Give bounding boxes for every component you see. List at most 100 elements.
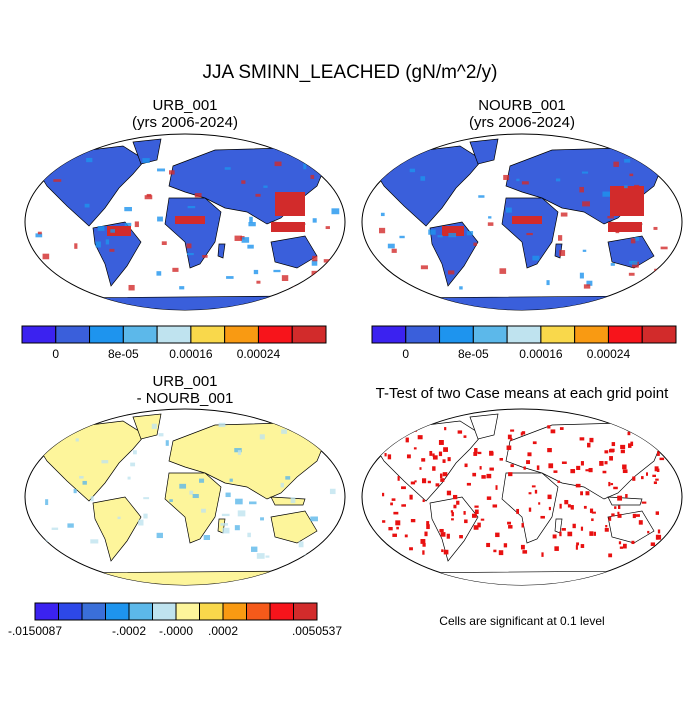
cell <box>169 170 175 175</box>
colorbar-box <box>34 602 59 621</box>
colorbar-box <box>269 602 294 621</box>
significant-cell <box>477 522 481 528</box>
significant-cell <box>605 525 608 528</box>
cell <box>95 241 101 248</box>
significant-cell <box>657 451 660 456</box>
significant-cell <box>559 427 564 430</box>
cell <box>124 206 132 212</box>
continent <box>373 420 483 502</box>
cell <box>134 221 139 228</box>
significant-cell <box>409 547 413 551</box>
significant-cell <box>657 529 661 534</box>
significant-cell <box>572 523 576 529</box>
significant-cell <box>527 452 532 457</box>
significant-cell <box>604 461 608 465</box>
significant-cell <box>409 494 413 500</box>
significant-cell <box>486 542 491 548</box>
significant-cell <box>538 502 541 505</box>
cell <box>46 166 50 169</box>
colorbar-box <box>641 325 677 344</box>
colorbar-box <box>439 325 474 344</box>
cell <box>375 286 382 290</box>
cell <box>67 523 74 528</box>
significant-cell <box>522 550 528 554</box>
significant-cell <box>540 515 545 519</box>
colorbar-label: 0 <box>52 347 59 361</box>
significant-cell <box>422 499 425 503</box>
significant-cell <box>391 498 396 501</box>
significant-cell <box>575 545 578 550</box>
hot-region <box>175 216 205 224</box>
significant-cell <box>410 481 416 485</box>
significant-cell <box>498 550 504 556</box>
cell <box>101 460 109 464</box>
cell <box>628 272 635 276</box>
cell <box>224 167 231 170</box>
cell <box>629 173 634 177</box>
cell <box>151 423 157 429</box>
cell <box>555 178 561 182</box>
panel-subtitle: - NOURB_001 <box>137 390 234 407</box>
cell <box>249 501 257 505</box>
cell <box>156 532 163 539</box>
significant-cell <box>589 508 594 513</box>
significant-cell <box>403 504 406 507</box>
cell <box>74 243 78 249</box>
significant-cell <box>435 483 440 487</box>
cell <box>169 499 173 502</box>
significant-cell <box>638 520 643 525</box>
colorbar-box <box>607 325 643 344</box>
significant-cell <box>585 469 590 472</box>
cell <box>521 181 529 185</box>
cell <box>247 244 254 249</box>
colorbar-box <box>293 602 318 621</box>
cell <box>581 171 589 174</box>
cell <box>203 535 211 540</box>
significant-cell <box>441 549 444 553</box>
cell <box>186 243 192 249</box>
cell <box>560 212 568 217</box>
significant-cell <box>604 527 609 532</box>
significant-cell <box>392 533 397 537</box>
significant-cell <box>440 532 446 537</box>
continent <box>429 496 479 562</box>
significant-cell <box>541 552 544 557</box>
colorbar-label: 0.00016 <box>169 347 213 361</box>
colorbar-box <box>190 325 226 344</box>
significant-cell <box>553 470 558 473</box>
cell <box>157 216 163 222</box>
colorbar-label: .0002 <box>208 624 238 638</box>
cell <box>298 541 304 548</box>
significant-cell <box>442 459 446 463</box>
significant-cell <box>627 431 631 436</box>
cell <box>42 253 50 260</box>
cell <box>325 546 334 552</box>
cell <box>241 180 246 184</box>
significant-cell <box>589 437 594 443</box>
significant-cell <box>559 531 562 537</box>
map <box>24 408 346 586</box>
cell <box>161 241 167 245</box>
significant-cell <box>516 508 520 514</box>
cell <box>583 284 591 289</box>
cell <box>526 232 533 236</box>
significant-cell <box>619 546 624 549</box>
significant-cell <box>609 456 613 461</box>
colorbar-box <box>257 325 293 344</box>
cell <box>420 265 428 270</box>
significant-cell <box>444 427 447 431</box>
cell <box>448 232 457 238</box>
significant-cell <box>652 474 656 478</box>
cell <box>505 207 512 213</box>
cell <box>420 176 426 181</box>
cell <box>156 271 162 276</box>
colorbar-label: .0050537 <box>292 624 342 638</box>
cell <box>303 163 307 170</box>
cell <box>634 237 640 241</box>
significant-cell <box>471 513 477 518</box>
significant-cell <box>567 504 571 508</box>
significant-cell <box>489 450 494 456</box>
significant-cell <box>580 544 585 548</box>
colorbar-label: 8e-05 <box>458 347 489 361</box>
